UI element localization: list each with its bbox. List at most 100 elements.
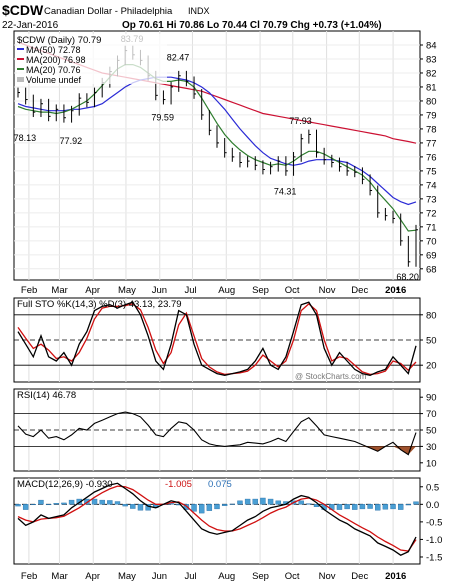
price-annotation: 82.47: [167, 52, 190, 62]
sto-y-tick-label: 80: [426, 310, 437, 321]
macd-histogram-bar: [413, 501, 419, 505]
sto-y-tick-label: 50: [426, 336, 437, 347]
rsi-y-tick-label: 30: [426, 442, 437, 453]
macd-histogram-bar: [344, 504, 350, 510]
top-x-tick-label: Dec: [351, 285, 368, 296]
legend-ma20: MA(20) 70.76: [26, 65, 81, 75]
bottom-x-tick-label: Nov: [319, 571, 336, 582]
macd-line: [17, 482, 417, 556]
price-legend: $CDW (Daily) 70.79 MA(50) 72.78 MA(200) …: [17, 34, 167, 85]
ma20-line: [17, 63, 417, 232]
bottom-x-tick-label: 2016: [385, 571, 406, 582]
macd-histogram-bar: [198, 504, 205, 514]
price-y-tick-label: 72: [426, 208, 437, 219]
sto-y-ticks: 20 50 80: [420, 310, 437, 372]
ma50-line: [17, 76, 417, 206]
macd-histogram-bar: [45, 504, 52, 506]
macd-signal-line: [17, 485, 417, 552]
top-x-tick-label: May: [118, 285, 136, 296]
top-x-tick-label: Jun: [152, 285, 167, 296]
legend-ma50: MA(50) 72.78: [26, 45, 81, 55]
price-y-ticks: 68 69 70 71 72 73 74 75 76 77 78 79 80 81 82 83 84: [420, 40, 437, 275]
macd-y-tick-label: -0.5: [426, 517, 442, 528]
macd-histogram-bar: [244, 498, 251, 505]
macd-histogram-bar: [229, 503, 236, 505]
price-y-tick-label: 75: [426, 166, 437, 177]
macd-y-tick-label: 0.0: [426, 500, 439, 511]
top-x-tick-label: Feb: [21, 285, 37, 296]
macd-histogram-bar: [84, 498, 90, 505]
macd-histogram-bar: [397, 504, 404, 510]
macd-histogram-bar: [252, 498, 258, 505]
price-y-tick-label: 82: [426, 68, 437, 79]
price-y-tick-label: 77: [426, 138, 437, 149]
symbol-title: $CDW: [2, 2, 44, 18]
macd-histogram-bar: [38, 499, 44, 505]
macd-title-signal: -1.005: [165, 479, 192, 490]
rsi-title: RSI(14) 46.78: [17, 390, 76, 401]
macd-histogram-bar: [107, 500, 113, 505]
up-arrow-icon: ▲: [395, 286, 401, 292]
macd-histogram-bar: [137, 504, 144, 511]
macd-histogram-bar: [405, 504, 412, 506]
top-x-tick-label: Aug: [218, 285, 235, 296]
macd-histogram-bar: [130, 504, 136, 509]
price-y-tick-label: 71: [426, 222, 437, 233]
macd-histogram-bar: [260, 497, 266, 505]
price-y-tick-label: 84: [426, 40, 437, 51]
top-x-tick-label: Jul: [184, 285, 196, 296]
bottom-x-tick-label: Sep: [252, 571, 269, 582]
macd-histogram-bar: [191, 504, 197, 512]
legend-swatch-ma200: [17, 58, 24, 60]
price-annotation: 74.31: [274, 187, 297, 197]
macd-histogram-bar: [68, 499, 75, 505]
chart-date: 22-Jan-2016: [2, 20, 59, 31]
macd-histogram-bar: [214, 504, 220, 510]
rsi-y-tick-label: 90: [426, 393, 437, 404]
macd-histogram-bar: [61, 502, 67, 505]
macd-y-ticks: -1.5 -1.0 -0.5 0.0 0.5: [420, 482, 442, 563]
macd-histogram-bar: [91, 498, 98, 505]
macd-histogram-bar: [53, 503, 59, 505]
macd-histogram-bar: [359, 504, 366, 510]
legend-swatch-volume: [17, 77, 24, 82]
bottom-x-tick-label: Jun: [152, 571, 167, 582]
instrument-name: Canadian Dollar - Philadelphia: [44, 6, 173, 17]
macd-histogram-bar: [390, 504, 396, 510]
quote-line: Op 70.61 Hi 70.86 Lo 70.44 Cl 70.79 Chg …: [122, 20, 382, 31]
macd-histogram-bar: [298, 500, 304, 505]
macd-histogram-bar: [122, 504, 128, 507]
sto-d-line: [17, 303, 417, 376]
price-y-tick-label: 69: [426, 250, 437, 261]
bottom-x-tick-label: Aug: [218, 571, 235, 582]
price-annotation: 68.20: [396, 272, 419, 282]
sto-series: [17, 301, 417, 376]
macd-histogram-bar: [367, 504, 373, 509]
price-y-tick-label: 78: [426, 124, 437, 135]
macd-histogram-bar: [22, 504, 29, 510]
bottom-x-tick-label: May: [118, 571, 136, 582]
macd-histogram-bar: [382, 504, 389, 510]
bottom-x-tick-label: Feb: [21, 571, 37, 582]
macd-histogram-bar: [306, 503, 312, 505]
legend-price: $CDW (Daily) 70.79: [17, 35, 101, 46]
price-annotation: 78.13: [14, 133, 37, 143]
bottom-x-tick-label: Mar: [51, 571, 67, 582]
top-x-tick-label: Mar: [51, 285, 67, 296]
macd-series: [14, 478, 420, 564]
exchange-label: INDX: [188, 6, 210, 16]
macd-histogram-bar: [76, 498, 82, 505]
price-y-tick-label: 79: [426, 110, 437, 121]
macd-histogram-bar: [99, 499, 105, 505]
top-x-tick-label: Oct: [285, 285, 300, 296]
top-x-tick-label: Apr: [85, 285, 100, 296]
macd-title-main: MACD(12,26,9) -0.930: [17, 479, 113, 490]
bottom-x-axis-labels: Feb Mar Apr May Jun Jul Aug Sep Oct Nov Dec 2016: [21, 571, 406, 582]
rsi-series: [17, 411, 417, 456]
macd-histogram-bar: [206, 504, 213, 511]
macd-histogram-bar: [352, 504, 358, 510]
legend-swatch-ma20: [17, 68, 24, 70]
sto-k-line: [17, 301, 417, 376]
